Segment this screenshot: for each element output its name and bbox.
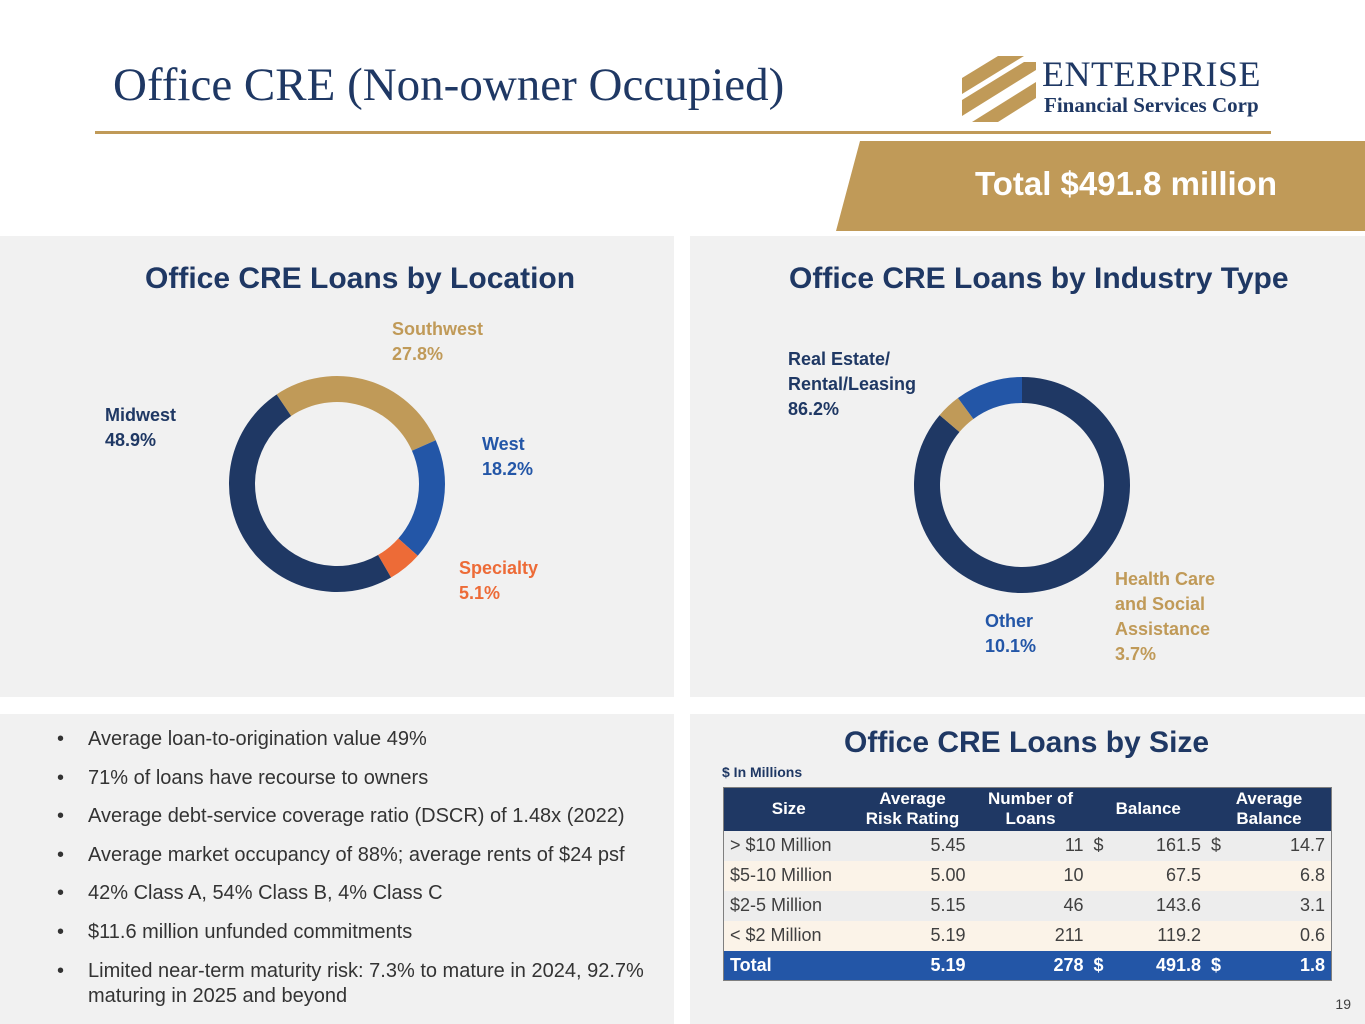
slice-label-health-care: Health Care and Social Assistance 3.7% [1115, 569, 1216, 664]
donut-slice-southwest [276, 376, 436, 451]
total-row: Total 5.19 278 $ 491.8 $ 1.8 [723, 950, 1332, 981]
total-amount: Total $491.8 million [975, 165, 1277, 202]
industry-chart-title: Office CRE Loans by Industry Type [789, 262, 1289, 295]
logo-stripes-icon [962, 56, 1036, 122]
location-donut-chart [229, 376, 445, 592]
column-header: Average Risk Rating [853, 787, 972, 831]
rating-cell: 5.00 [853, 860, 972, 891]
slice-label-other: Other 10.1% [985, 611, 1037, 656]
rating-cell: 5.15 [853, 890, 972, 921]
count-cell: 10 [971, 860, 1090, 891]
list-item: Average debt-service coverage ratio (DSC… [55, 804, 665, 829]
slice-label-specialty: Specialty 5.1% [459, 558, 539, 603]
column-header: Number of Loans [971, 787, 1090, 831]
size-cell: Total [723, 950, 854, 981]
company-logo: ENTERPRISE Financial Services Corp [962, 54, 1274, 124]
list-item: Average loan-to-origination value 49% [55, 727, 665, 752]
size-table: Size Average Risk Rating Number of Loans… [723, 787, 1332, 981]
balance-cell: 143.6 [1105, 890, 1208, 921]
count-cell: 11 [971, 830, 1090, 861]
count-cell: 278 [971, 950, 1090, 981]
donut-slice-midwest [229, 394, 392, 592]
currency-cell [1089, 860, 1106, 891]
column-header: Average Balance [1207, 787, 1332, 831]
size-cell: $5-10 Million [723, 860, 854, 891]
donut-slice-health-care-and-social-assistance [939, 398, 974, 432]
page-title: Office CRE (Non-owner Occupied) [113, 59, 785, 111]
total-banner: Total $491.8 million [836, 141, 1365, 231]
size-table-title: Office CRE Loans by Size [844, 726, 1210, 759]
list-item: $11.6 million unfunded commitments [55, 920, 665, 945]
count-cell: 46 [971, 890, 1090, 921]
donut-slice-west [398, 440, 445, 556]
size-cell: $2-5 Million [723, 890, 854, 921]
list-item: Average market occupancy of 88%; average… [55, 843, 665, 868]
avg-balance-cell: 1.8 [1223, 950, 1332, 981]
slice-label-southwest: Southwest 27.8% [392, 319, 484, 364]
currency-cell [1207, 890, 1224, 921]
page-number: 19 [1335, 996, 1351, 1012]
list-item: 42% Class A, 54% Class B, 4% Class C [55, 881, 665, 906]
slice-label-midwest: Midwest 48.9% [105, 405, 177, 450]
balance-cell: 491.8 [1105, 950, 1208, 981]
location-panel [0, 236, 674, 697]
slice-label-west: West 18.2% [482, 434, 534, 479]
size-cell: < $2 Million [723, 920, 854, 951]
industry-panel [690, 236, 1365, 697]
column-header: Balance [1089, 787, 1208, 831]
donut-slice-other [957, 377, 1022, 419]
currency-cell [1089, 890, 1106, 921]
rating-cell: 5.19 [853, 950, 972, 981]
currency-cell: $ [1089, 830, 1106, 861]
currency-cell: $ [1207, 830, 1224, 861]
balance-cell: 161.5 [1105, 830, 1208, 861]
currency-cell [1089, 920, 1106, 951]
rating-cell: 5.45 [853, 830, 972, 861]
avg-balance-cell: 0.6 [1223, 920, 1332, 951]
column-header: Size [723, 787, 854, 831]
currency-cell [1207, 860, 1224, 891]
table-row: $2-5 Million 5.15 46 143.6 3.1 [723, 890, 1332, 921]
donut-slice-specialty [378, 538, 418, 578]
avg-balance-cell: 14.7 [1223, 830, 1332, 861]
currency-cell: $ [1207, 950, 1224, 981]
list-item: Limited near-term maturity risk: 7.3% to… [55, 959, 665, 1009]
location-chart-title: Office CRE Loans by Location [145, 262, 576, 295]
count-cell: 211 [971, 920, 1090, 951]
avg-balance-cell: 3.1 [1223, 890, 1332, 921]
title-divider [95, 131, 1271, 134]
table-row: > $10 Million 5.45 11 $ 161.5 $ 14.7 [723, 830, 1332, 861]
table-row: < $2 Million 5.19 211 119.2 0.6 [723, 920, 1332, 951]
list-item: 71% of loans have recourse to owners [55, 766, 665, 791]
balance-cell: 67.5 [1105, 860, 1208, 891]
logo-subtitle: Financial Services Corp [1044, 93, 1259, 117]
units-note: $ In Millions [722, 764, 803, 780]
balance-cell: 119.2 [1105, 920, 1208, 951]
industry-donut-chart [914, 377, 1130, 593]
rating-cell: 5.19 [853, 920, 972, 951]
table-header-row: Size Average Risk Rating Number of Loans… [723, 787, 1332, 831]
table-row: $5-10 Million 5.00 10 67.5 6.8 [723, 860, 1332, 891]
size-cell: > $10 Million [723, 830, 854, 861]
logo-name: ENTERPRISE [1042, 54, 1262, 94]
avg-balance-cell: 6.8 [1223, 860, 1332, 891]
slice-label-real-estate: Real Estate/ Rental/Leasing 86.2% [788, 349, 917, 419]
currency-cell: $ [1089, 950, 1106, 981]
highlights-list: Average loan-to-origination value 49% 71… [55, 727, 665, 1022]
currency-cell [1207, 920, 1224, 951]
